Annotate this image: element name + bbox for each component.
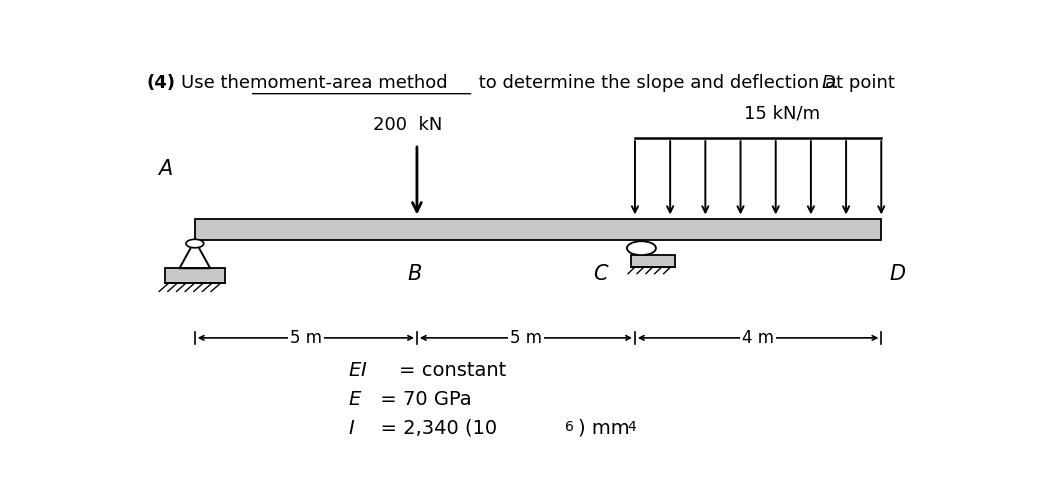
Text: moment-area method: moment-area method [250,74,447,92]
Text: 4 m: 4 m [742,329,774,347]
Bar [195,219,882,240]
Text: A: A [158,159,173,179]
Text: Use the: Use the [181,74,256,92]
Text: 15 kN/m: 15 kN/m [744,105,820,123]
Text: = 70 GPa: = 70 GPa [374,390,472,409]
Text: 4: 4 [627,420,636,434]
Circle shape [627,241,656,255]
Text: .: . [832,74,838,92]
Text: ) mm: ) mm [578,419,630,438]
Text: 5 m: 5 m [510,329,542,347]
Bar [165,268,225,283]
Text: 5 m: 5 m [290,329,322,347]
Text: $EI$: $EI$ [348,361,368,380]
Text: $I$: $I$ [348,419,355,438]
Text: to determine the slope and deflection at point: to determine the slope and deflection at… [473,74,901,92]
Text: = constant: = constant [399,361,506,380]
Text: D: D [890,264,905,284]
Text: = 2,340 (10: = 2,340 (10 [369,419,498,438]
Bar [631,255,675,267]
Text: (4): (4) [146,74,175,92]
Polygon shape [179,240,210,268]
Circle shape [185,239,204,248]
Text: D: D [821,74,836,92]
Text: C: C [593,264,607,284]
Text: 6: 6 [565,420,573,434]
Text: $E$: $E$ [348,390,363,409]
Text: B: B [407,264,422,284]
Text: 200  kN: 200 kN [373,116,442,134]
